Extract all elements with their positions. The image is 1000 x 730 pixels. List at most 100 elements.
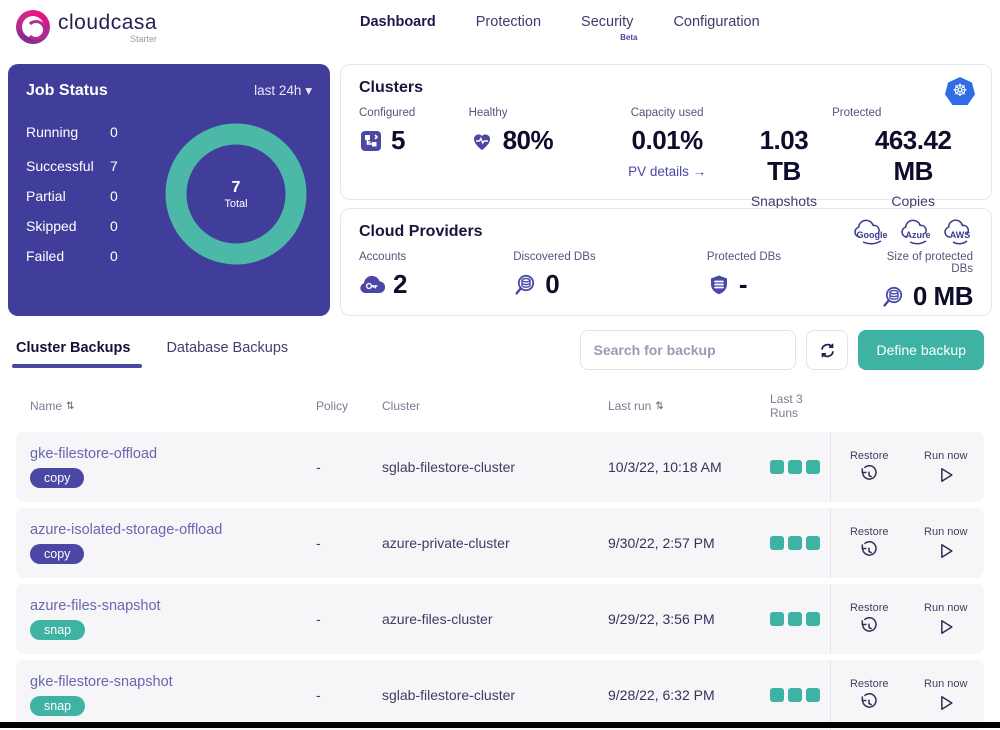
stat-label: Accounts (359, 251, 407, 263)
col-cluster: Cluster (382, 399, 421, 413)
brand-logo[interactable]: cloudcasa Starter (16, 10, 176, 44)
db-shield-icon (710, 275, 727, 294)
backup-name-link[interactable]: gke-filestore-offload (30, 446, 158, 462)
run-now-button[interactable]: Run now (908, 660, 985, 730)
restore-button[interactable]: Restore (831, 508, 908, 578)
job-stat-value: 0 (110, 248, 118, 264)
cloud-providers-card: Cloud Providers Google Azure (340, 208, 992, 316)
last-3-runs-indicator[interactable] (770, 536, 830, 550)
last-3-runs-indicator[interactable] (770, 688, 830, 702)
restore-button[interactable]: Restore (831, 584, 908, 654)
donut-total-label: Total (224, 197, 248, 210)
stat-label: Protected (832, 107, 882, 119)
run-now-label: Run now (924, 449, 968, 462)
azure-label: Azure (905, 230, 930, 240)
play-icon (940, 619, 953, 634)
brand-name: cloudcasa (58, 11, 158, 34)
restore-label: Restore (849, 525, 889, 538)
restore-history-icon (861, 616, 877, 632)
aws-label: AWS (950, 230, 971, 240)
stat-discovered-dbs: Discovered DBs 0 (513, 251, 707, 312)
play-icon (940, 467, 953, 482)
tab-cluster-backups[interactable]: Cluster Backups (11, 340, 143, 368)
last-run-cell: 9/29/22, 3:56 PM (608, 611, 715, 627)
cluster-icon (361, 130, 381, 151)
run-now-button[interactable]: Run now (908, 432, 985, 502)
define-backup-button[interactable]: Define backup (858, 330, 984, 370)
google-cloud-icon[interactable]: Google (851, 219, 893, 245)
stat-configured: Configured 5 (359, 107, 469, 209)
restore-history-icon (861, 692, 877, 708)
aws-cloud-icon[interactable]: AWS (943, 219, 977, 245)
tab-database-backups[interactable]: Database Backups (166, 340, 289, 356)
accounts-value: 2 (393, 269, 407, 299)
job-stat-label: Successful (26, 158, 94, 174)
backup-name-link[interactable]: gke-filestore-snapshot (30, 674, 173, 690)
sort-icon[interactable]: ⇅ (66, 400, 75, 412)
time-filter-dropdown[interactable]: last 24h ▾ (254, 83, 312, 99)
restore-label: Restore (849, 677, 889, 690)
last-3-runs-indicator[interactable] (770, 460, 830, 474)
restore-button[interactable]: Restore (831, 660, 908, 730)
restore-history-icon (861, 464, 877, 480)
backup-type-badge: snap (30, 620, 86, 640)
clusters-title: Clusters (359, 79, 424, 96)
refresh-button[interactable] (806, 330, 849, 370)
table-header: Name ⇅ Policy Cluster Last run ⇅ Last 3 Ru… (16, 376, 984, 432)
job-stat-value: 0 (110, 218, 118, 234)
table-row: gke-filestore-offload copy - sglab-files… (16, 432, 984, 502)
snapshots-label: Snapshots (750, 193, 817, 209)
col-name[interactable]: Name (30, 399, 63, 413)
main-nav: Dashboard Protection Security Beta Confi… (360, 14, 760, 42)
backup-name-link[interactable]: azure-isolated-storage-offload (30, 522, 223, 538)
run-now-button[interactable]: Run now (908, 584, 985, 654)
protected-snapshots: 1.03 TB Snapshots (741, 125, 828, 209)
table-row: gke-filestore-snapshot snap - sglab-file… (16, 660, 984, 730)
snapshots-value: 1.03 TB (759, 125, 809, 186)
job-stat-value: 7 (110, 158, 118, 174)
pv-details-link[interactable]: PV details → (628, 164, 707, 179)
azure-cloud-icon[interactable]: Azure (899, 219, 937, 245)
last-run-cell: 9/28/22, 6:32 PM (608, 687, 715, 703)
run-now-label: Run now (924, 525, 968, 538)
nav-security[interactable]: Security Beta (581, 14, 637, 42)
db-search-icon (883, 286, 902, 307)
nav-dashboard[interactable]: Dashboard (360, 14, 436, 30)
brand-plan: Starter (130, 34, 158, 44)
sort-icon[interactable]: ⇅ (655, 400, 664, 412)
job-stat-successful: Successful 7 (26, 158, 136, 174)
col-last-3-runs: Last 3 Runs (770, 392, 803, 420)
stat-label: Protected DBs (706, 251, 782, 263)
restore-history-icon (861, 540, 877, 556)
beta-badge: Beta (620, 33, 638, 42)
run-now-button[interactable]: Run now (908, 508, 985, 578)
backup-type-badge: copy (30, 544, 85, 564)
col-last-run[interactable]: Last run (608, 399, 652, 413)
policy-cell: - (316, 687, 321, 703)
cloudcasa-logo-icon (16, 10, 50, 44)
kubernetes-icon[interactable]: ☸ (945, 77, 975, 105)
policy-cell: - (316, 535, 321, 551)
donut-total-value: 7 (231, 178, 241, 196)
backup-search (580, 330, 797, 370)
copies-label: Copies (891, 193, 935, 209)
capacity-value: 0.01% (631, 125, 704, 155)
stat-label: Capacity used (630, 107, 704, 119)
job-status-card: Job Status last 24h ▾ Running 0 Successf… (8, 64, 330, 316)
nav-configuration[interactable]: Configuration (673, 14, 760, 30)
stat-label: Discovered DBs (513, 251, 596, 263)
stat-label: Configured (359, 107, 416, 119)
search-input[interactable] (593, 342, 790, 358)
nav-protection[interactable]: Protection (475, 14, 542, 30)
chevron-down-icon: ▾ (305, 83, 312, 98)
stat-protected-dbs: Protected DBs - (707, 251, 863, 312)
play-icon (940, 543, 953, 558)
backup-type-badge: copy (30, 468, 85, 488)
policy-cell: - (316, 459, 321, 475)
last-3-runs-indicator[interactable] (770, 612, 830, 626)
health-heart-icon (473, 133, 490, 150)
backup-name-link[interactable]: azure-files-snapshot (30, 598, 161, 614)
stat-protected: Protected 1.03 TB Snapshots 463.42 MB Co… (741, 107, 974, 209)
restore-label: Restore (849, 449, 889, 462)
restore-button[interactable]: Restore (831, 432, 908, 502)
